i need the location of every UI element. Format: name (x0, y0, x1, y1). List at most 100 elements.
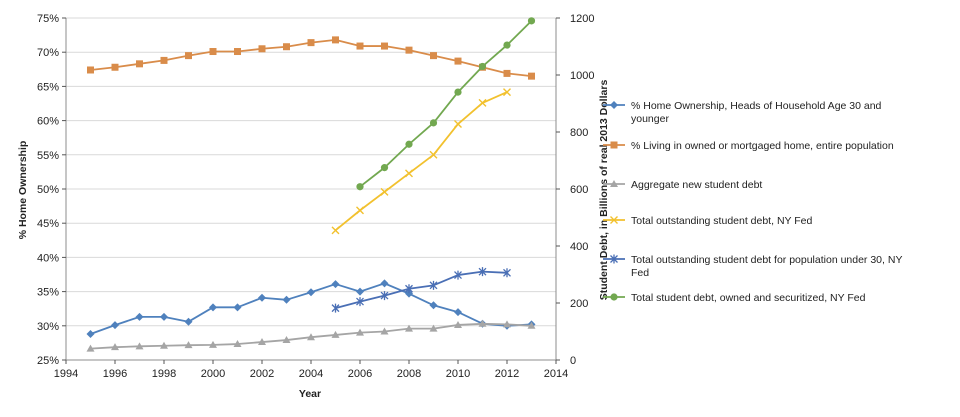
data-point (429, 280, 438, 290)
data-point (429, 150, 438, 159)
x-tick-label: 2008 (397, 368, 421, 380)
data-point (429, 301, 438, 310)
data-point (478, 98, 487, 107)
legend-label: Total outstanding student debt for popul… (631, 254, 902, 266)
data-point (111, 63, 119, 71)
data-point (185, 52, 192, 60)
right-tick-label: 600 (570, 184, 588, 196)
legend-item: Total outstanding student debt, NY Fed (603, 215, 813, 227)
data-point (332, 36, 339, 44)
data-point (454, 57, 462, 65)
data-point (356, 206, 364, 215)
data-point (160, 56, 168, 64)
data-point (380, 279, 389, 288)
data-point (429, 324, 438, 332)
left-tick-label: 55% (37, 150, 59, 162)
left-tick-label: 35% (37, 287, 59, 299)
data-point (86, 330, 95, 339)
data-point (136, 60, 143, 68)
data-point (331, 330, 340, 338)
right-tick-label: 200 (570, 298, 588, 310)
left-tick-label: 65% (37, 81, 59, 93)
x-tick-label: 2012 (495, 368, 519, 380)
data-point (209, 340, 217, 348)
data-point (478, 319, 487, 327)
right-tick-label: 400 (570, 241, 588, 253)
data-point (209, 48, 217, 56)
left-tick-label: 30% (37, 321, 59, 333)
data-point (307, 288, 315, 297)
left-tick-label: 40% (37, 252, 59, 264)
data-point (282, 295, 291, 304)
legend-marker (610, 101, 618, 109)
data-point (111, 321, 119, 330)
data-point (478, 267, 487, 277)
data-point (356, 183, 364, 191)
series-5 (331, 267, 511, 313)
x-tick-label: 2004 (299, 368, 323, 380)
data-point (111, 343, 119, 351)
data-point (282, 336, 291, 344)
data-point (429, 119, 438, 127)
legend-label: Fed (631, 267, 649, 279)
data-point (528, 72, 535, 80)
data-point (331, 303, 340, 313)
data-point (160, 341, 168, 349)
legend-marker (610, 293, 618, 301)
left-tick-label: 60% (37, 116, 59, 128)
data-point (430, 52, 437, 60)
data-point (503, 268, 511, 278)
data-point (405, 46, 413, 54)
data-point (86, 344, 95, 352)
data-point (380, 164, 389, 172)
series-line (335, 270, 508, 309)
left-tick-label: 45% (37, 218, 59, 230)
data-point (184, 341, 193, 349)
data-point (380, 327, 389, 335)
legend-label: younger (631, 113, 669, 125)
data-point (405, 140, 413, 148)
data-point (233, 340, 242, 348)
gridlines (66, 17, 556, 361)
series-line (359, 20, 533, 188)
data-point (209, 303, 217, 312)
data-point (405, 324, 413, 332)
data-point (234, 48, 241, 56)
data-point (331, 226, 340, 235)
data-point (503, 320, 511, 328)
legend-label: % Home Ownership, Heads of Household Age… (631, 100, 882, 112)
x-tick-label: 2006 (348, 368, 372, 380)
data-point (258, 293, 266, 302)
data-point (233, 303, 242, 312)
data-point (356, 287, 364, 296)
series-6 (356, 17, 536, 191)
data-point (405, 169, 413, 178)
data-point (405, 284, 413, 294)
legend-label: Aggregate new student debt (631, 179, 762, 191)
data-point (331, 280, 340, 289)
x-tick-label: 2002 (250, 368, 274, 380)
left-tick-label: 50% (37, 184, 59, 196)
data-point (503, 88, 511, 97)
data-point (258, 45, 266, 53)
series-3 (86, 319, 536, 352)
data-point (184, 317, 193, 326)
series-layer (86, 17, 536, 352)
legend-marker (610, 216, 618, 224)
right-tick-label: 0 (570, 355, 576, 367)
x-tick-label: 1998 (152, 368, 176, 380)
x-axis-title: Year (299, 388, 321, 400)
data-point (454, 120, 462, 129)
data-point (527, 17, 536, 25)
data-point (135, 342, 144, 350)
series-line (334, 91, 508, 232)
legend-item: Aggregate new student debt (603, 179, 762, 191)
x-tick-label: 2014 (544, 368, 568, 380)
legend-item: Total outstanding student debt for popul… (603, 254, 902, 279)
data-point (356, 328, 364, 336)
right-axis-ticks: 0 200 400 600 800 1000 1200 (556, 13, 594, 367)
legend-marker (610, 254, 618, 264)
left-axis-title: % Home Ownership (17, 141, 29, 240)
data-point (380, 187, 389, 196)
